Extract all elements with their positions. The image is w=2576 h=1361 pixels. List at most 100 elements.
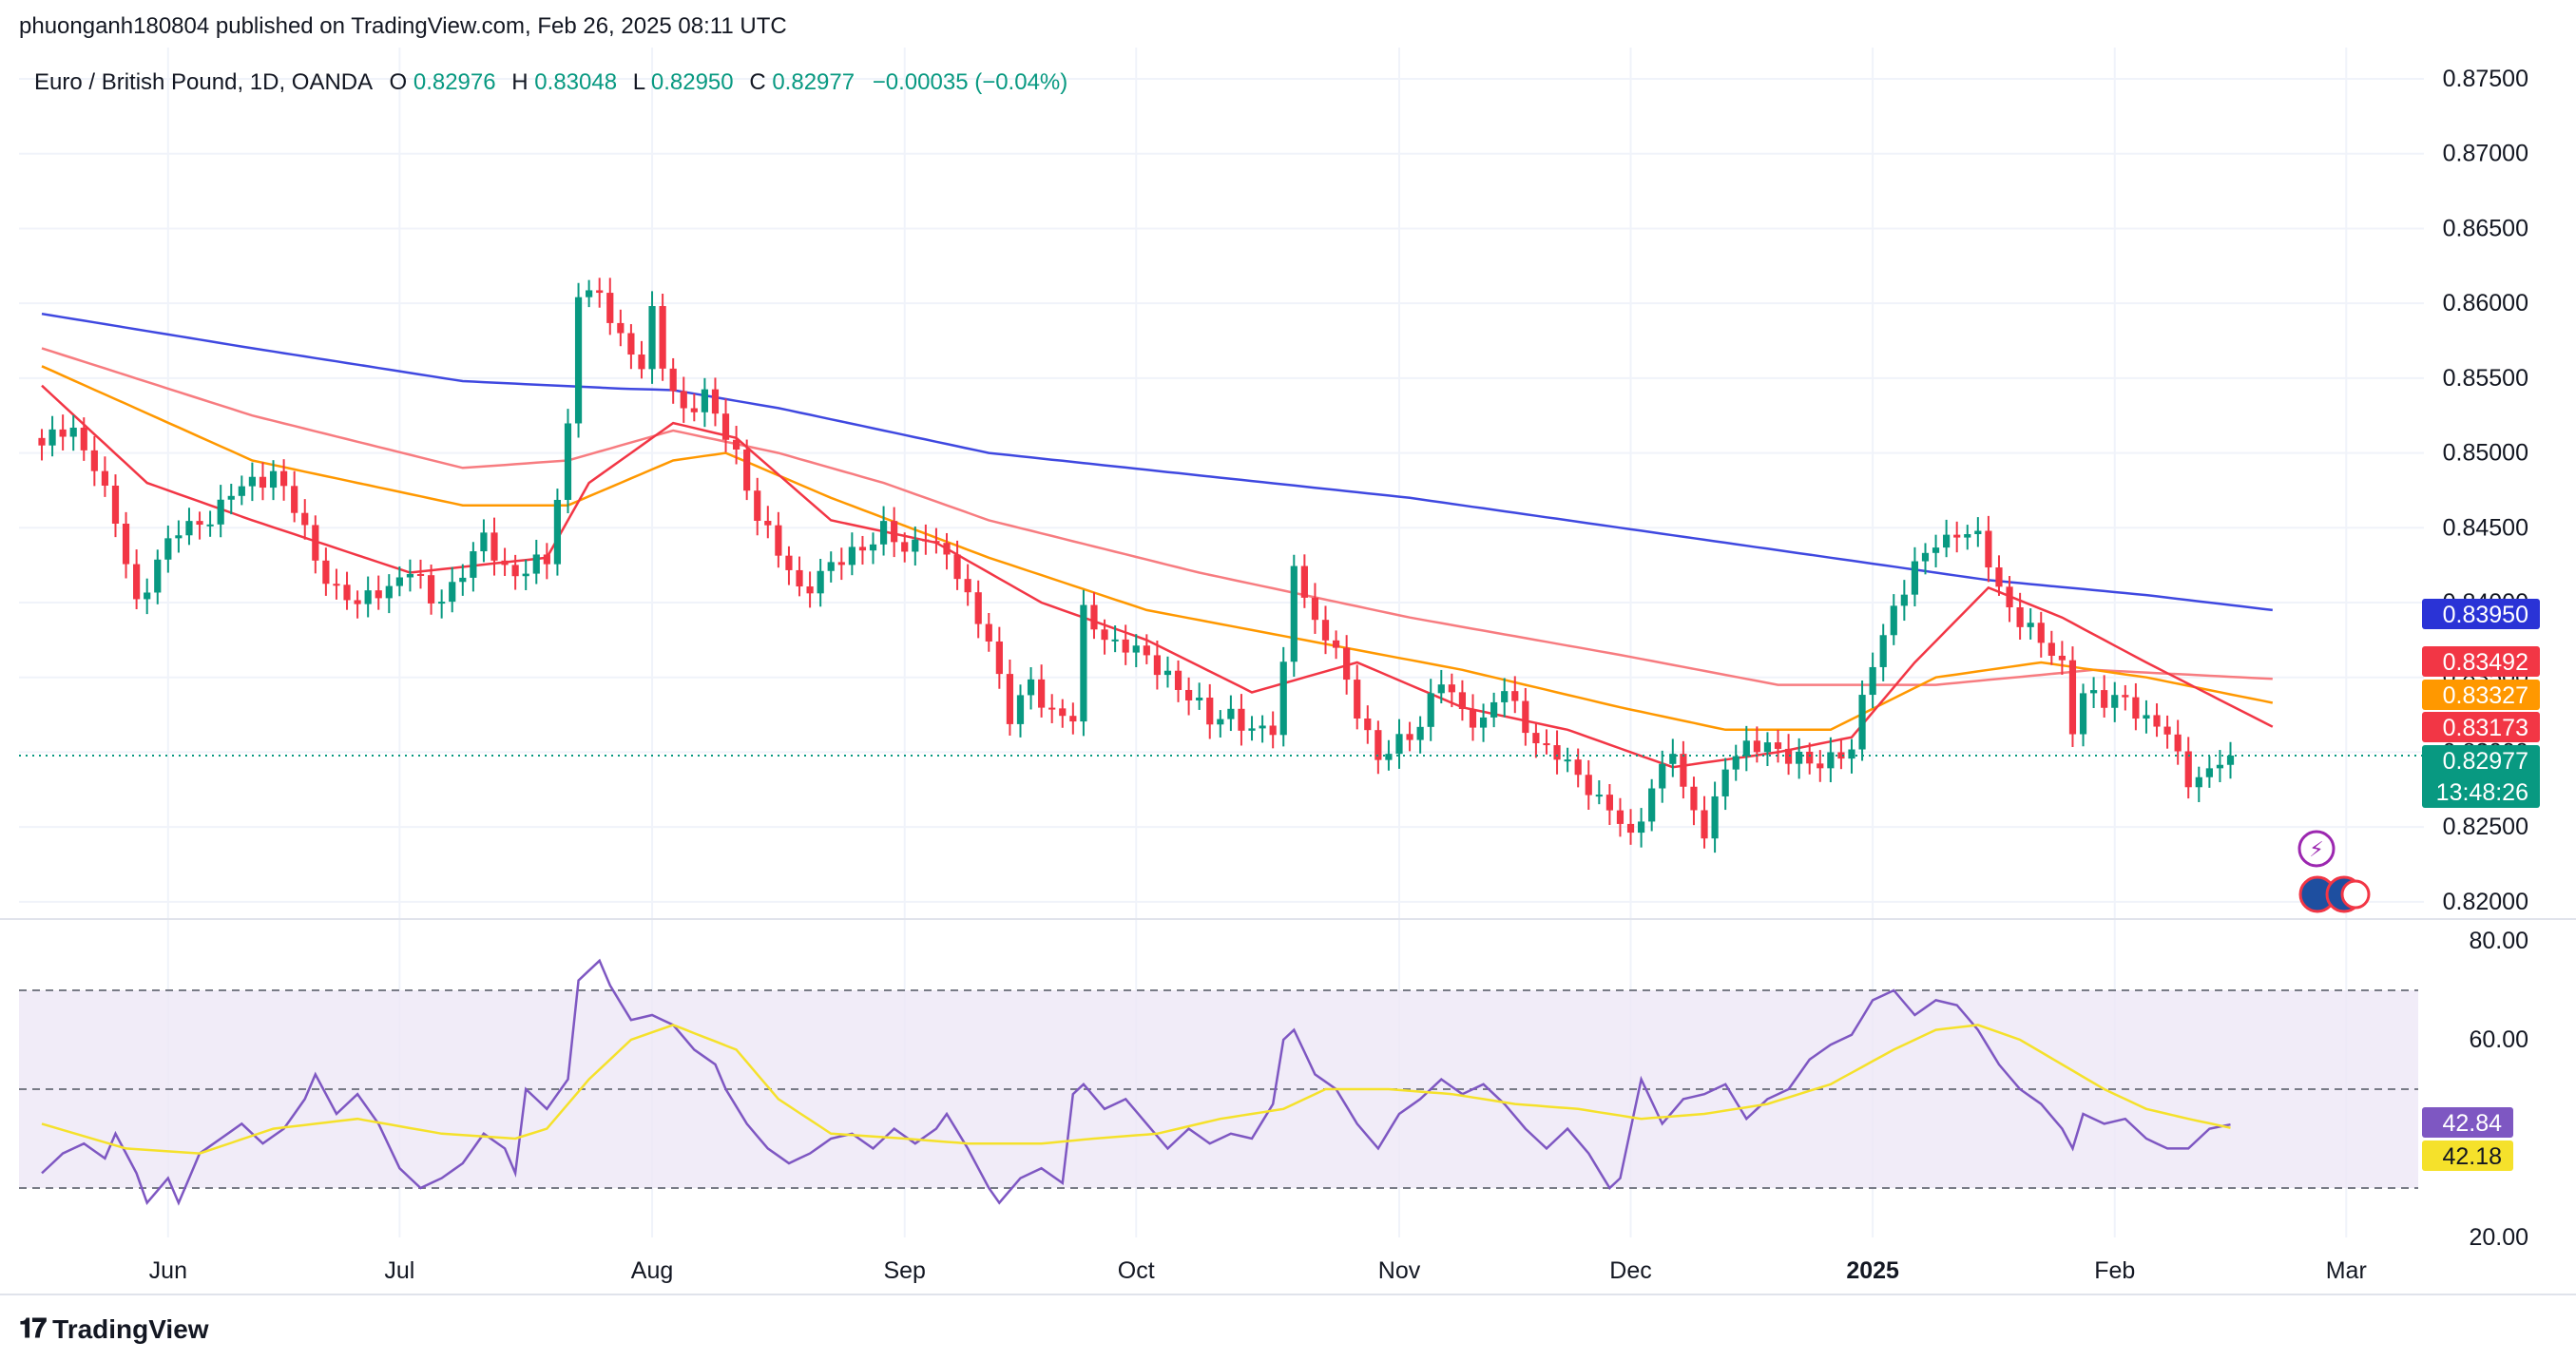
candle-up xyxy=(1163,670,1172,676)
candle-down xyxy=(354,600,361,604)
candle-down xyxy=(985,623,992,642)
candle-up xyxy=(2226,756,2235,765)
candle-down xyxy=(1837,752,1845,759)
candle-down xyxy=(333,584,340,586)
candle-down xyxy=(1585,775,1592,796)
candle-down xyxy=(1680,754,1687,787)
candle-up xyxy=(385,585,393,599)
candle-up xyxy=(1395,734,1403,755)
ma-line-MA200 xyxy=(41,312,2273,612)
rsi-tick-label: 60.00 xyxy=(2469,1026,2528,1053)
candle-down xyxy=(1985,530,1992,568)
candle-up xyxy=(879,521,888,545)
candle-down xyxy=(1006,674,1014,724)
candle-up xyxy=(1490,701,1498,718)
candle-down xyxy=(711,389,720,414)
candle-down xyxy=(543,554,550,565)
candle-up xyxy=(574,297,583,424)
rsi-tick-label: 80.00 xyxy=(2469,928,2528,954)
candle-down xyxy=(511,565,519,577)
time-tick-label: Nov xyxy=(1378,1257,1421,1284)
candle-down xyxy=(891,521,898,543)
candle-up xyxy=(2090,690,2098,694)
candle-down xyxy=(754,490,761,521)
candle-down xyxy=(312,525,319,561)
candle-down xyxy=(2037,623,2045,643)
candle-up xyxy=(1259,725,1266,729)
candle-down xyxy=(775,525,782,556)
candle-down xyxy=(743,449,751,491)
candle-up xyxy=(2143,715,2150,719)
candle-down xyxy=(764,520,772,526)
candle-down xyxy=(259,476,267,489)
candle-down xyxy=(375,590,382,599)
candle-down xyxy=(1206,698,1214,725)
price-tag-value: 0.83173 xyxy=(2443,715,2528,741)
candle-down xyxy=(1817,763,1824,769)
candle-down xyxy=(2153,715,2161,727)
time-tick-label: Aug xyxy=(631,1257,673,1284)
price-tag-value: 0.82977 xyxy=(2443,748,2528,775)
candle-up xyxy=(1974,530,1982,535)
candle-up xyxy=(185,521,193,536)
candle-down xyxy=(1048,707,1056,710)
candle-up xyxy=(1900,594,1908,606)
price-tag xyxy=(2422,599,2540,629)
candle-up xyxy=(1564,759,1571,762)
candle-down xyxy=(858,546,867,551)
candle-down xyxy=(680,391,687,409)
candle-down xyxy=(501,560,509,565)
candle-down xyxy=(1321,620,1330,641)
candle-up xyxy=(1080,604,1087,722)
candle-down xyxy=(1300,565,1308,598)
candle-up xyxy=(364,590,372,604)
candle-up xyxy=(848,546,855,565)
rsi-pane xyxy=(19,958,2418,1206)
candle-up xyxy=(69,427,77,437)
price-tags: 0.83950 0.83492 0.83327 0.83173 0.82977 13:48… xyxy=(2422,599,2540,1171)
candle-up xyxy=(1227,708,1235,719)
candle-down xyxy=(2122,695,2129,698)
candle-down xyxy=(1238,708,1245,731)
candle-down xyxy=(111,485,120,524)
candle-down xyxy=(690,408,698,412)
time-tick-label: Jun xyxy=(149,1257,187,1284)
candle-down xyxy=(1522,700,1529,734)
rsi-ma-line xyxy=(41,1024,2231,1155)
price-tag xyxy=(2422,680,2540,710)
candle-down xyxy=(1059,708,1067,717)
candle-down xyxy=(922,539,930,542)
candle-down xyxy=(1332,640,1340,648)
ma-line-MA100 xyxy=(41,347,2273,686)
candle-down xyxy=(1174,670,1182,690)
candle-up xyxy=(206,524,214,527)
price-tick-label: 0.87000 xyxy=(2443,141,2528,167)
candle-up xyxy=(553,499,562,565)
candle-down xyxy=(2016,606,2024,627)
close-value: 0.82977 xyxy=(772,69,855,95)
candle-up xyxy=(1943,534,1951,548)
candle-down xyxy=(796,569,803,587)
candle-down xyxy=(943,543,951,555)
candle-down xyxy=(669,368,677,392)
candle-down xyxy=(901,542,909,552)
candle-down xyxy=(638,355,645,370)
candle-down xyxy=(806,586,814,594)
tradingview-logo[interactable]: 𝟏𝟕 TradingView xyxy=(19,1313,209,1345)
candle-up xyxy=(1827,752,1835,769)
candle-up xyxy=(1132,645,1140,653)
candle-up xyxy=(1501,691,1509,702)
candle-up xyxy=(1385,754,1393,760)
candle-down xyxy=(2163,726,2171,735)
candle-up xyxy=(586,290,593,297)
candle-down xyxy=(1069,716,1077,722)
candle-down xyxy=(1375,730,1382,760)
chart-legend: Euro / British Pound, 1D, OANDA O 0.8297… xyxy=(34,69,1067,95)
candle-up xyxy=(175,535,183,539)
price-tick-label: 0.87500 xyxy=(2443,66,2528,92)
event-icons[interactable]: ⚡ xyxy=(2297,830,2371,913)
candle-down xyxy=(1354,680,1361,719)
price-tag xyxy=(2422,646,2540,677)
candle-down xyxy=(1364,719,1372,731)
